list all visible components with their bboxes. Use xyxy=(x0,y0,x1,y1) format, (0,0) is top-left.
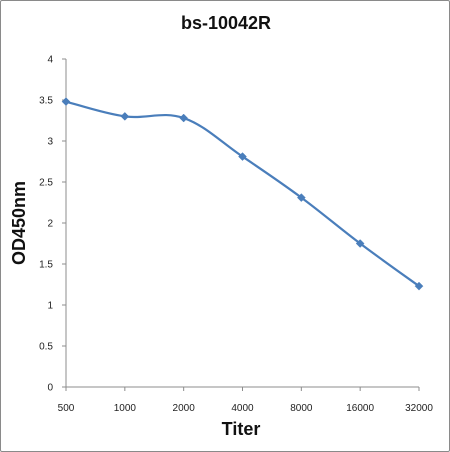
y-tick-label: 2 xyxy=(47,219,53,230)
data-point-marker xyxy=(179,113,189,123)
x-tick-label: 1000 xyxy=(114,403,137,414)
y-tick-label: 0 xyxy=(47,383,53,394)
y-tick-label: 3 xyxy=(47,137,53,148)
series-line xyxy=(64,100,421,288)
data-point-marker xyxy=(414,281,424,291)
y-tick-label: 1 xyxy=(47,301,53,312)
y-tick-label: 2.5 xyxy=(39,178,53,189)
y-tick-label: 0.5 xyxy=(39,342,53,353)
x-tick-label: 16000 xyxy=(346,403,374,414)
y-tick-label: 1.5 xyxy=(39,260,53,271)
y-tick-label: 3.5 xyxy=(39,96,53,107)
data-point-marker xyxy=(355,239,365,248)
data-point-marker xyxy=(238,152,247,161)
y-axis-title: OD450nm xyxy=(9,181,29,265)
data-point-marker xyxy=(296,193,306,202)
x-tick-label: 8000 xyxy=(290,403,313,414)
data-point-marker xyxy=(61,97,71,106)
x-tick-label: 32000 xyxy=(405,403,433,414)
x-tick-label: 500 xyxy=(58,403,75,414)
x-tick-label: 2000 xyxy=(173,403,196,414)
data-point-marker xyxy=(120,112,130,121)
y-tick-label: 4 xyxy=(47,55,53,66)
x-axis-title: Titer xyxy=(222,419,261,439)
chart-title: bs-10042R xyxy=(181,13,271,33)
plot-area: 0 0.5 1 1.5 2 2.5 3 3.5 4 500 1000 2000 4000 8000 1600… xyxy=(39,55,433,415)
x-tick-label: 4000 xyxy=(231,403,254,414)
